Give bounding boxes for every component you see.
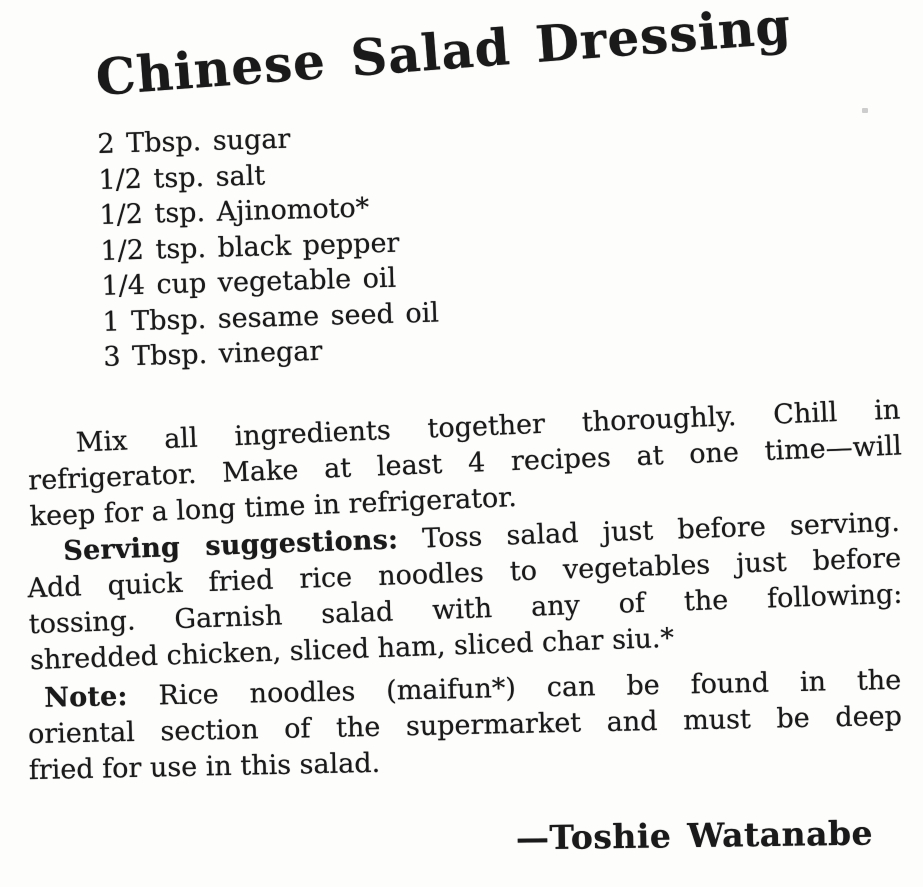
serving-suggestions-paragraph: Serving suggestions: Toss salad just bef… [26, 505, 904, 679]
recipe-title: Chinese Salad Dressing [93, 0, 794, 108]
scan-artifact-dot [862, 108, 868, 113]
ingredient-list: 2 Tbsp. sugar 1/2 tsp. salt 1/2 tsp. Aji… [97, 118, 440, 376]
note-paragraph: Note: Rice noodles (maifun*) can be foun… [27, 663, 903, 789]
attribution: —Toshie Watanabe [515, 813, 874, 858]
note-label: Note: [44, 681, 128, 714]
